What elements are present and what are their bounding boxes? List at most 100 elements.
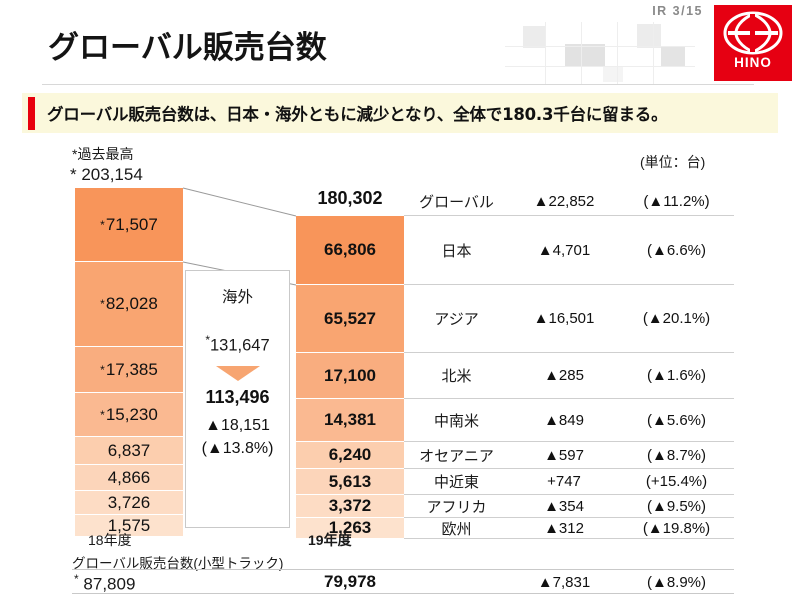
table-cell-diff: +747 <box>547 473 581 490</box>
header-divider <box>42 84 754 85</box>
footer-pct: (▲8.9%) <box>646 574 707 591</box>
bar-segment-prev-value: 1,575 <box>107 515 151 535</box>
bar-segment-prev: * 15,230 <box>75 393 183 437</box>
table-cell-region: 北米 <box>441 368 472 385</box>
bar-segment-prev-value: 4,866 <box>107 467 151 487</box>
table-row: アジア ▲16,501 (▲20.1%) <box>404 285 734 353</box>
table-cell-diff: ▲22,852 <box>533 193 595 210</box>
bar-prev-year: * 71,507 * 82,028 * 17,385 * 15,230 6,837 4,866 3,… <box>75 188 183 537</box>
year-label-current: 19年度 <box>308 532 352 548</box>
footer-current-value: 79,978 <box>324 572 376 591</box>
table-cell-region: グローバル <box>419 194 494 211</box>
table-cell-pct: (+15.4%) <box>645 473 708 490</box>
table-cell-diff: ▲285 <box>544 367 584 384</box>
footer-title: グローバル販売台数(小型トラック) <box>72 556 284 571</box>
bar-segment-current: 65,527 <box>296 285 404 353</box>
table-row: 北米 ▲285 (▲1.6%) <box>404 353 734 399</box>
table-cell-diff: ▲312 <box>544 519 584 537</box>
table-cell-region: アフリカ <box>426 498 487 516</box>
bar-segment-current: 6,240 <box>296 442 404 469</box>
down-arrow-icon <box>215 365 260 381</box>
table-cell-pct: (▲11.2%) <box>643 193 710 210</box>
prev-asterisk: * <box>100 297 105 311</box>
bar-segment-current: 1,263 <box>296 518 404 539</box>
table-row: 中南米 ▲849 (▲5.6%) <box>404 399 734 442</box>
bar-segment-prev-value: 3,726 <box>107 492 151 512</box>
bar-segment-prev: * 17,385 <box>75 347 183 393</box>
footer-divider-bottom <box>72 593 734 594</box>
table-cell-pct: (▲6.6%) <box>646 241 707 259</box>
hino-emblem-icon <box>723 11 783 55</box>
hino-logo-text: HINO <box>734 55 772 70</box>
overseas-diff: ▲18,151 <box>205 416 270 434</box>
table-cell-region: 中近東 <box>433 474 479 491</box>
ir-page-label: IR 3/15 <box>652 4 703 18</box>
table-cell-pct: (▲1.6%) <box>646 367 707 384</box>
prev-asterisk: * <box>100 407 105 422</box>
footer-diff: ▲7,831 <box>537 574 591 591</box>
bar-segment-prev-value: 82,028 <box>105 294 158 313</box>
footer-prev-asterisk: * <box>74 572 79 586</box>
overseas-prev-asterisk: * <box>205 333 210 347</box>
hino-logo: HINO <box>714 5 792 81</box>
overseas-callout-box: 海外 *131,647 113,496 ▲18,151 (▲13.8%) <box>185 270 290 528</box>
overseas-title: 海外 <box>221 289 253 306</box>
bar-segment-prev: 6,837 <box>75 437 183 465</box>
grand-total-current: 180,302 <box>317 188 383 208</box>
overseas-pct: (▲13.8%) <box>201 439 274 457</box>
bar-segment-prev: * 71,507 <box>75 188 183 262</box>
footer-prev-number: 87,809 <box>83 574 136 594</box>
region-table: グローバル ▲22,852 (▲11.2%) 日本 ▲4,701 (▲6.6%) アジア ▲1… <box>404 188 734 539</box>
prev-asterisk: * <box>100 217 105 232</box>
bar-segment-prev-value: 71,507 <box>105 214 158 234</box>
prev-asterisk: * <box>100 362 105 377</box>
bar-segment-prev-value: 6,837 <box>107 440 151 460</box>
bar-segment-current: 5,613 <box>296 469 404 495</box>
table-cell-diff: ▲597 <box>544 446 584 464</box>
overseas-prev-value: *131,647 <box>186 333 289 356</box>
bar-segment-current: 3,372 <box>296 495 404 518</box>
table-cell-region: 欧州 <box>441 520 472 538</box>
bar-current-year: 66,806 65,527 17,100 14,381 6,240 5,613 3,372 1… <box>296 216 404 539</box>
table-row: アフリカ ▲354 (▲9.5%) <box>404 495 734 518</box>
callout-text: グローバル販売台数は、日本・海外ともに減少となり、全体で180.3千台に留まる。 <box>47 105 668 124</box>
bar-segment-prev-value: 15,230 <box>105 404 158 424</box>
table-row: 欧州 ▲312 (▲19.8%) <box>404 518 734 539</box>
table-cell-pct: (▲20.1%) <box>642 310 711 327</box>
table-cell-region: アジア <box>434 311 479 328</box>
table-cell-pct: (▲19.8%) <box>642 519 711 537</box>
table-cell-region: 中南米 <box>433 412 479 430</box>
table-row: 日本 ▲4,701 (▲6.6%) <box>404 216 734 285</box>
table-cell-pct: (▲8.7%) <box>646 446 707 464</box>
table-cell-region: 日本 <box>441 242 472 260</box>
bar-segment-prev: 1,575 <box>75 515 183 537</box>
table-cell-diff: ▲4,701 <box>537 241 591 259</box>
bar-segment-prev: 4,866 <box>75 465 183 491</box>
header-decoration <box>505 22 695 84</box>
unit-note: (単位：台) <box>640 154 706 170</box>
note-past-max: *過去最高 <box>72 146 134 162</box>
bar-segment-current: 14,381 <box>296 399 404 442</box>
overseas-current-value: 113,496 <box>205 386 270 407</box>
note-prev-total: * 203,154 <box>70 165 143 184</box>
table-cell-diff: ▲16,501 <box>533 310 595 327</box>
year-label-prev: 18年度 <box>88 532 132 548</box>
table-row: 中近東 +747 (+15.4%) <box>404 469 734 495</box>
table-row: グローバル ▲22,852 (▲11.2%) <box>404 188 734 216</box>
bar-segment-prev: 3,726 <box>75 491 183 515</box>
table-cell-diff: ▲849 <box>544 411 584 429</box>
callout-accent-bar <box>28 96 35 130</box>
bar-segment-current: 66,806 <box>296 216 404 285</box>
bar-segment-current: 17,100 <box>296 353 404 399</box>
table-cell-diff: ▲354 <box>544 497 584 515</box>
table-cell-pct: (▲9.5%) <box>646 497 707 515</box>
bar-segment-prev: * 82,028 <box>75 262 183 347</box>
table-cell-region: オセアニア <box>419 447 494 465</box>
footer-prev-value: * 87,809 <box>74 572 135 595</box>
table-cell-pct: (▲5.6%) <box>646 411 707 429</box>
bar-segment-prev-value: 17,385 <box>105 359 158 379</box>
table-row: オセアニア ▲597 (▲8.7%) <box>404 442 734 469</box>
page-title: グローバル販売台数 <box>48 30 327 66</box>
overseas-prev-number: 131,647 <box>210 336 270 355</box>
